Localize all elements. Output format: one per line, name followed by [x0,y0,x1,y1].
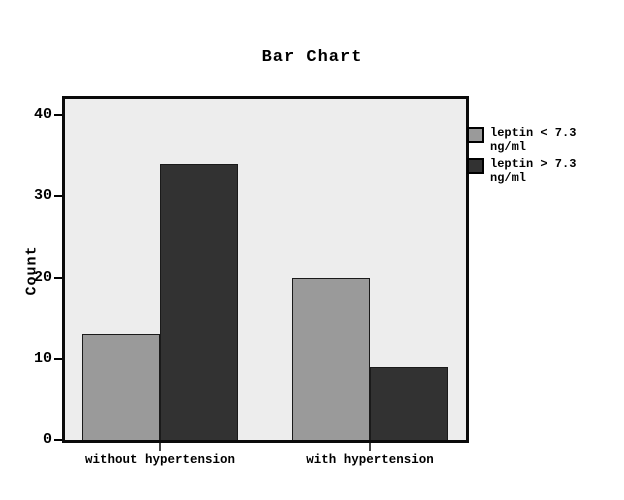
legend-entry: leptin > 7.3 ng/ml [467,157,576,185]
y-tick-mark [54,277,62,279]
x-tick-label: without hypertension [84,453,236,467]
legend-text-line: leptin < 7.3 [490,126,577,140]
y-tick-label: 0 [42,431,52,448]
legend-text-line: ng/ml [490,140,527,154]
legend-text-line: leptin > 7.3 [490,157,577,171]
chart-title: Bar Chart [261,48,363,67]
plot-area [62,96,469,443]
legend-swatch-light [467,127,484,143]
y-tick-label: 40 [33,106,52,123]
x-tick-mark [369,443,371,451]
legend-entry-label: leptin > 7.3 ng/ml [490,157,576,185]
plot-inner [65,99,466,440]
y-tick-mark [54,195,62,197]
y-tick-label: 30 [33,187,52,204]
y-tick-mark [54,439,62,441]
legend-entry: leptin < 7.3 ng/ml [467,126,576,154]
y-tick-label: 20 [33,269,52,286]
bar-light-group1 [82,334,160,440]
legend: leptin < 7.3 ng/ml leptin > 7.3 ng/ml [467,126,576,188]
bar-dark-group2 [370,367,448,440]
x-tick-label: with hypertension [306,453,434,467]
y-tick-mark [54,114,62,116]
y-tick-label: 10 [33,350,52,367]
x-tick-mark [159,443,161,451]
legend-swatch-dark [467,158,484,174]
bar-light-group2 [292,278,370,440]
legend-text-line: ng/ml [490,171,527,185]
legend-entry-label: leptin < 7.3 ng/ml [490,126,576,154]
y-tick-mark [54,358,62,360]
bar-dark-group1 [160,164,238,440]
